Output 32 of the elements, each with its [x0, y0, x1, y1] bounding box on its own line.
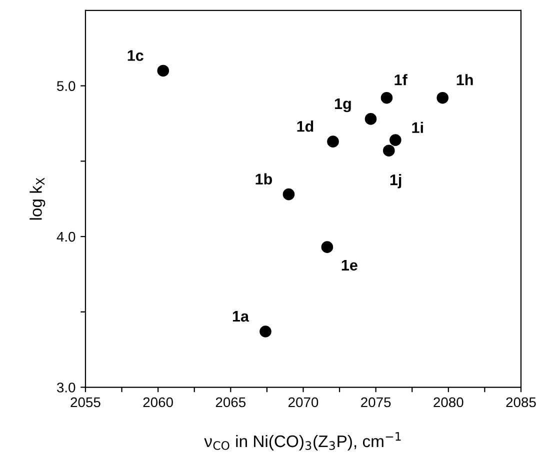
point — [390, 134, 402, 146]
point — [282, 188, 295, 200]
x-axis-title: ν$_{CO}$ in Ni(CO)$_{3}$(Z$_{3}$P), cm$^{−1}$ — [204, 432, 401, 450]
point — [436, 92, 448, 104]
annotation: 1h — [456, 74, 473, 86]
x-tick-label: 2060 — [143, 397, 173, 408]
x-tick-label: 2085 — [506, 397, 536, 408]
annotation: 1i — [412, 122, 423, 133]
point — [382, 144, 395, 157]
annotation: 1e — [342, 260, 358, 271]
annotation: 1g — [335, 98, 351, 112]
point — [364, 113, 377, 125]
annotation: 1c — [128, 50, 144, 61]
annotation: 1b — [256, 173, 272, 185]
x-tick-label: 2080 — [434, 397, 464, 408]
x-tick-label: 2065 — [216, 397, 246, 408]
point — [321, 241, 334, 253]
x-tick-label: 2055 — [70, 397, 100, 408]
y-tick-label: 4.0 — [56, 232, 76, 242]
y-tick-label: 5.0 — [57, 81, 76, 91]
annotation: 1d — [297, 120, 314, 132]
annotation: 1f — [394, 74, 408, 86]
point — [380, 92, 393, 104]
point — [260, 326, 272, 338]
x-tick-label: 2075 — [361, 397, 391, 408]
point — [327, 136, 339, 148]
x-tick-label: 2070 — [288, 397, 318, 408]
y-axis-title: log k$_{X}$ — [30, 178, 46, 220]
annotation: 1a — [232, 311, 250, 322]
y-tick-label: 3.0 — [56, 382, 76, 392]
point — [157, 64, 170, 77]
annotation: 1j — [390, 174, 402, 188]
